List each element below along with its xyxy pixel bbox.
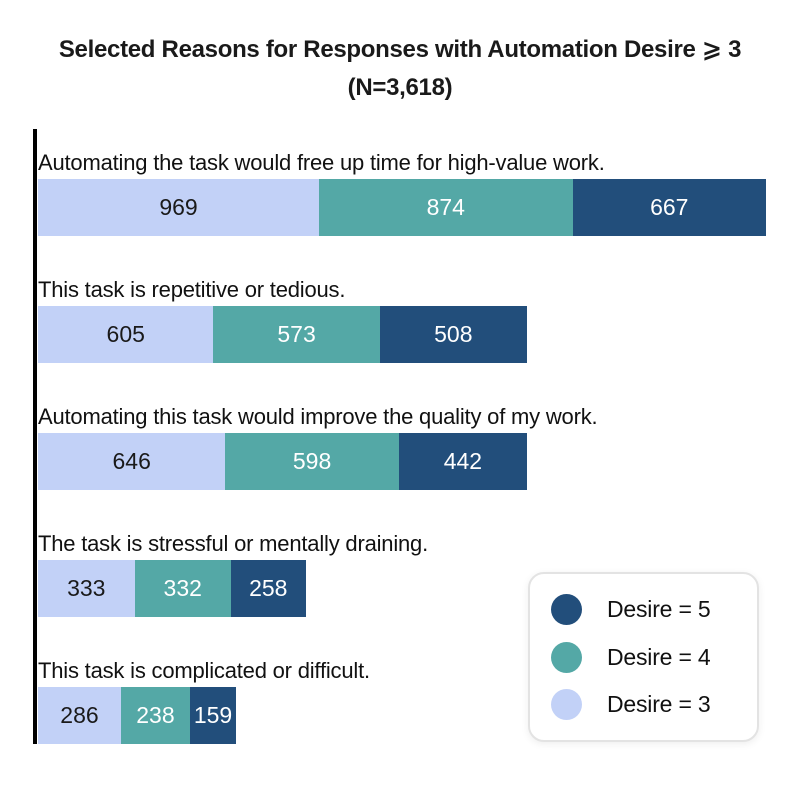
bar-segment-desire-4: 874 xyxy=(319,179,573,236)
bar-segment-desire-5: 258 xyxy=(230,560,306,617)
legend-label: Desire = 5 xyxy=(607,596,711,623)
bar-segment-desire-5: 508 xyxy=(379,306,527,363)
bar-rows: Automating the task would free up time f… xyxy=(38,132,766,767)
legend-swatch-desire-5-icon xyxy=(551,594,582,626)
bar-group: This task is repetitive or tedious. 605 57… xyxy=(38,259,766,363)
bar-category-label: Automating this task would improve the q… xyxy=(38,404,598,429)
chart-title: Selected Reasons for Responses with Auto… xyxy=(0,31,800,107)
bar-segment-desire-5: 667 xyxy=(572,179,766,236)
bar-group: The task is stressful or mentally draini… xyxy=(38,513,766,617)
bar-segment-desire-5: 442 xyxy=(398,433,527,490)
chart-title-line1: Selected Reasons for Responses with Auto… xyxy=(58,36,742,63)
bar-group: Automating this task would improve the q… xyxy=(38,386,766,490)
bar-segment-desire-4: 238 xyxy=(120,687,190,744)
stacked-bar: 605 573 508 xyxy=(38,306,766,363)
legend-item-desire-3: Desire = 3 xyxy=(530,688,757,720)
legend: Desire = 5 Desire = 4 Desire = 3 xyxy=(528,572,759,742)
legend-label: Desire = 4 xyxy=(607,643,711,670)
y-axis-line xyxy=(33,129,37,744)
bar-segment-desire-3: 969 xyxy=(38,179,320,236)
bar-category-label: This task is repetitive or tedious. xyxy=(38,277,346,302)
legend-label: Desire = 3 xyxy=(607,690,711,717)
bar-segment-desire-4: 598 xyxy=(225,433,399,490)
legend-swatch-desire-4-icon xyxy=(551,641,582,673)
stacked-bar: 333 332 258 xyxy=(38,560,766,617)
bar-segment-desire-4: 332 xyxy=(134,560,231,617)
bar-segment-desire-3: 605 xyxy=(38,306,214,363)
legend-item-desire-4: Desire = 4 xyxy=(530,641,757,673)
stacked-bar: 969 874 667 xyxy=(38,179,766,236)
bar-segment-desire-3: 333 xyxy=(38,560,135,617)
bar-segment-desire-5: 159 xyxy=(189,687,237,744)
stacked-bar: 286 238 159 xyxy=(38,687,766,744)
bar-category-label: This task is complicated or difficult. xyxy=(38,658,370,683)
chart-title-line2: (N=3,618) xyxy=(347,74,453,101)
bar-segment-desire-4: 573 xyxy=(213,306,380,363)
bar-segment-desire-3: 286 xyxy=(38,687,121,744)
legend-swatch-desire-3-icon xyxy=(551,688,582,720)
bar-group: This task is complicated or difficult. 28… xyxy=(38,640,766,744)
bar-segment-desire-3: 646 xyxy=(38,433,226,490)
stacked-bar: 646 598 442 xyxy=(38,433,766,490)
bar-category-label: The task is stressful or mentally draini… xyxy=(38,531,428,556)
legend-item-desire-5: Desire = 5 xyxy=(530,594,757,626)
bar-category-label: Automating the task would free up time f… xyxy=(38,150,605,175)
bar-group: Automating the task would free up time f… xyxy=(38,132,766,236)
